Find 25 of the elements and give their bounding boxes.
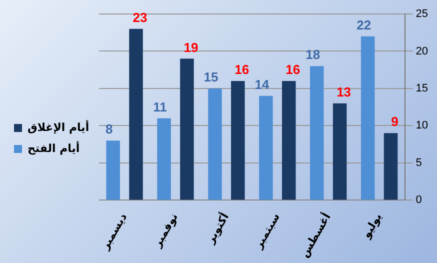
legend-label: أيام الفتح bbox=[28, 140, 80, 155]
data-label: 16 bbox=[286, 62, 300, 78]
data-label: 16 bbox=[234, 62, 250, 78]
y-tick-label: 5 bbox=[416, 156, 422, 169]
data-label: 19 bbox=[184, 40, 198, 55]
data-label: 8 bbox=[105, 122, 113, 137]
data-label: 11 bbox=[153, 99, 167, 114]
data-label: 23 bbox=[132, 10, 148, 25]
data-label: 13 bbox=[336, 84, 352, 100]
y-tick-label: 0 bbox=[416, 194, 422, 206]
y-tick-label: 25 bbox=[416, 8, 428, 20]
x-tick-label: يوليو bbox=[359, 210, 384, 242]
x-tick-label: نوفمبر bbox=[150, 210, 181, 250]
x-tick-label: سبتمبر bbox=[251, 210, 282, 252]
y-tick-label: 20 bbox=[416, 45, 428, 58]
x-tick-label: أغسطس bbox=[296, 210, 334, 260]
legend-label: أيام الإغلاق bbox=[28, 120, 90, 134]
x-tick-label: أكتوبر bbox=[202, 210, 232, 246]
data-label: 22 bbox=[356, 17, 372, 32]
data-label: 18 bbox=[306, 47, 320, 62]
y-tick-label: 15 bbox=[416, 82, 428, 95]
data-label: 15 bbox=[204, 70, 218, 85]
data-label: 9 bbox=[391, 114, 398, 130]
y-tick-label: 10 bbox=[416, 120, 428, 132]
x-tick-label: ديسمبر bbox=[98, 210, 130, 253]
